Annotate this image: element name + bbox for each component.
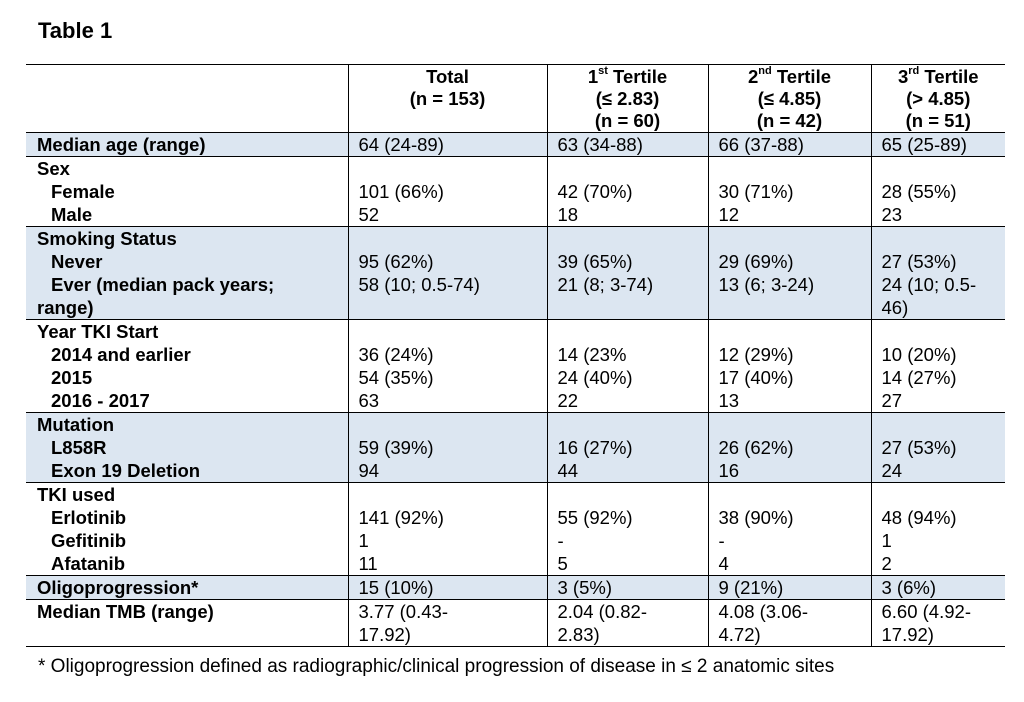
row-label: Sex Female Male <box>26 156 349 227</box>
cell-tertile-3: 6.60 (4.92-17.92) <box>881 601 971 645</box>
cell-tertile-3: 27 (53%) 24 (10; 0.5-46) <box>871 226 1005 320</box>
cell-tertile-3: 65 (25-89) <box>871 132 1005 157</box>
group-label: Smoking Status <box>37 228 177 249</box>
tertile-1-range: (≤ 2.83) <box>595 88 660 109</box>
table-row-year-tki-start: Year TKI Start 2014 and earlier 2015 201… <box>26 319 1005 413</box>
table-row-smoking-status: Smoking Status Never Ever (median pack y… <box>26 226 1005 320</box>
tertile-2-range: (≤ 4.85) <box>757 88 822 109</box>
group-label: Mutation <box>37 414 115 435</box>
sub-label: Gefitinib <box>51 530 127 551</box>
header-total-label: Total <box>426 66 469 87</box>
tertile-3-range: (> 4.85) <box>906 88 971 109</box>
cell-tertile-2: 4.08 (3.06-4.72) <box>708 599 872 647</box>
cell-total: 36 (24%) 54 (35%) 63 <box>348 319 548 413</box>
sub-label-cont: range) <box>37 297 94 318</box>
header-tertile-3: 3rd Tertile (> 4.85) (n = 51) <box>871 65 1005 133</box>
sub-label: Exon 19 Deletion <box>51 460 201 481</box>
cell-tertile-1: 55 (92%) -5 <box>547 482 709 576</box>
table-title: Table 1 <box>38 18 113 43</box>
cell-tertile-2: 9 (21%) <box>708 575 872 600</box>
tertile-3-suffix: Tertile <box>919 66 979 87</box>
cell-tertile-3: 10 (20%) 14 (27%) 27 <box>881 344 957 411</box>
cell-tertile-2: 12 (29%) 17 (40%) 13 <box>708 319 872 413</box>
table-row-tki-used: TKI used Erlotinib Gefitinib Afatanib 14… <box>26 482 1005 576</box>
row-label: TKI used Erlotinib Gefitinib Afatanib <box>26 482 349 576</box>
cell-total: 64 (24-89) <box>348 132 548 157</box>
cell-total: 141 (92%) 1 11 <box>348 482 548 576</box>
cell-tertile-1: 3 (5%) <box>547 575 709 600</box>
sub-label: 2015 <box>51 367 93 388</box>
cell-total: 15 (10%) <box>348 575 548 600</box>
table-row-mutation: Mutation L858R Exon 19 Deletion 59 (39%)… <box>26 412 1005 483</box>
tertile-3-sup: rd <box>908 64 920 77</box>
header-row: Total (n = 153) 1st Tertile (≤ 2.83) (n … <box>26 64 1005 133</box>
table-row-median-tmb: Median TMB (range) 3.77 (0.43-17.92) 2.0… <box>26 599 1005 647</box>
row-label: Median TMB (range) <box>26 599 349 647</box>
tertile-2-n: (n = 42) <box>756 110 823 131</box>
sub-label: 2014 and earlier <box>51 344 191 365</box>
cell-total: 95 (62%) 58 (10; 0.5-74) <box>348 226 548 320</box>
cell-tertile-1: 42 (70%) 18 <box>547 156 709 227</box>
cell-tertile-1: 14 (23% 24 (40%) 22 <box>547 319 709 413</box>
cell-tertile-1: 63 (34-88) <box>547 132 709 157</box>
tertile-2-ordinal: 2 <box>747 66 759 87</box>
tertile-2-suffix: Tertile <box>771 66 832 87</box>
tertile-1-sup: st <box>598 64 608 77</box>
tertile-3-n: (n = 51) <box>905 110 971 131</box>
row-label: Median age (range) <box>26 132 349 157</box>
tertile-1-n: (n = 60) <box>594 110 661 131</box>
sub-label: Male <box>51 204 93 225</box>
cell-tertile-3: 48 (94%) 1 2 <box>881 507 957 574</box>
cell-tertile-1: 39 (65%) 21 (8; 3-74) <box>547 226 709 320</box>
cell-tertile-2: 66 (37-88) <box>708 132 872 157</box>
cell-tertile-2: 26 (62%) 16 <box>708 412 872 483</box>
cell-tertile-3: 3 (6%) <box>871 575 1005 600</box>
demographics-table: Total (n = 153) 1st Tertile (≤ 2.83) (n … <box>26 64 1005 647</box>
row-label: Oligoprogression* <box>26 575 349 600</box>
group-label: Sex <box>37 158 70 179</box>
tertile-3-ordinal: 3 <box>897 66 909 87</box>
sub-label: L858R <box>51 437 107 458</box>
row-label: Year TKI Start 2014 and earlier 2015 201… <box>26 319 349 413</box>
table-footnote: * Oligoprogression defined as radiograph… <box>38 656 835 677</box>
tertile-1-suffix: Tertile <box>607 66 668 87</box>
sub-label: Afatanib <box>51 553 125 574</box>
header-total-n: (n = 153) <box>409 88 486 109</box>
cell-tertile-3: 27 (53%) 24 <box>871 412 1005 483</box>
group-label: TKI used <box>37 484 116 505</box>
table-row-sex: Sex Female Male 101 (66%) 52 42 (70%) 18 3… <box>26 156 1005 227</box>
header-total: Total (n = 153) <box>348 64 548 133</box>
tertile-2-sup: nd <box>758 64 772 77</box>
sub-label: Female <box>51 181 115 202</box>
header-tertile-2: 2nd Tertile (≤ 4.85) (n = 42) <box>708 64 872 133</box>
header-empty-cell <box>26 64 349 133</box>
sub-label: Never <box>51 251 103 272</box>
cell-total: 101 (66%) 52 <box>348 156 548 227</box>
cell-total: 59 (39%) 94 <box>348 412 548 483</box>
cell-tertile-2: 29 (69%) 13 (6; 3-24) <box>708 226 872 320</box>
row-label: Smoking Status Never Ever (median pack y… <box>26 226 349 320</box>
cell-tertile-1: 16 (27%) 44 <box>547 412 709 483</box>
sub-label: Erlotinib <box>51 507 127 528</box>
cell-tertile-2: 38 (90%) -4 <box>708 482 872 576</box>
tertile-1-ordinal: 1 <box>587 66 599 87</box>
header-tertile-1: 1st Tertile (≤ 2.83) (n = 60) <box>547 64 709 133</box>
table-row-oligoprogression: Oligoprogression* 15 (10%) 3 (5%) 9 (21%… <box>26 575 1005 600</box>
cell-tertile-3: 28 (55%) 23 <box>881 181 957 225</box>
group-label: Year TKI Start <box>37 321 159 342</box>
cell-tertile-2: 30 (71%) 12 <box>708 156 872 227</box>
sub-label: Ever (median pack years; <box>51 274 275 295</box>
cell-total: 3.77 (0.43-17.92) <box>348 599 548 647</box>
sub-label: 2016 - 2017 <box>51 390 150 411</box>
cell-tertile-1: 2.04 (0.82-2.83) <box>547 599 709 647</box>
row-label: Mutation L858R Exon 19 Deletion <box>26 412 349 483</box>
table-row-median-age: Median age (range) 64 (24-89) 63 (34-88)… <box>26 132 1005 157</box>
